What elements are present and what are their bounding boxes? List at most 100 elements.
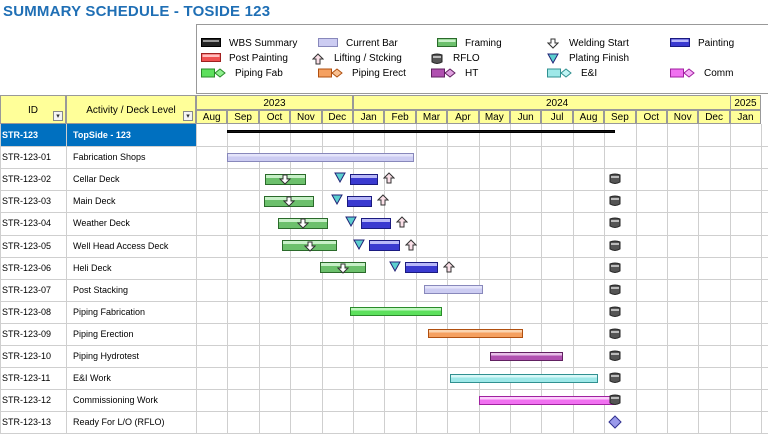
row-activity[interactable]: Commissioning Work — [73, 395, 158, 406]
column-divider — [541, 124, 543, 434]
column-divider — [196, 124, 197, 434]
row-activity[interactable]: Cellar Deck — [73, 174, 120, 185]
painting-icon — [670, 38, 690, 47]
painting-bar — [368, 240, 401, 252]
id-filter-button[interactable]: ▾ — [53, 111, 63, 121]
year-header-text: 2024 — [545, 97, 569, 109]
painting-bar — [360, 217, 391, 229]
column-divider — [761, 124, 763, 434]
column-divider — [384, 124, 386, 434]
rflo-icon — [609, 350, 621, 361]
row-activity[interactable]: Weather Deck — [73, 218, 130, 229]
month-header: Aug — [572, 110, 605, 124]
year-header: 2025 — [729, 95, 762, 110]
row-divider — [0, 411, 768, 413]
row-id[interactable]: STR-123-06 — [2, 262, 52, 273]
row-id[interactable]: STR-123-07 — [2, 284, 52, 295]
month-header-text: Nov — [296, 112, 315, 123]
legend-label: Lifting / Stcking — [334, 53, 402, 64]
row-id[interactable]: STR-123-08 — [2, 306, 52, 317]
row-id[interactable]: STR-123-13 — [2, 417, 52, 428]
column-divider — [353, 124, 354, 434]
row-id[interactable]: STR-123-03 — [2, 196, 52, 207]
plating-finish-icon — [547, 53, 559, 64]
plating-finish-icon — [389, 261, 402, 272]
lifting-icon — [405, 238, 418, 250]
month-header: Jan — [353, 110, 385, 124]
welding-start-icon — [296, 218, 309, 230]
wbs-summary-icon — [201, 38, 221, 47]
row-divider — [0, 322, 768, 324]
row-activity[interactable]: Main Deck — [73, 196, 116, 207]
month-header-text: Oct — [643, 112, 660, 123]
column-divider — [258, 124, 260, 434]
row-divider — [0, 367, 768, 369]
row-id[interactable]: STR-123 — [0, 124, 66, 147]
month-header-text: Apr — [455, 112, 471, 123]
row-id[interactable]: STR-123-04 — [2, 218, 52, 229]
piping-fab-icon — [201, 68, 226, 78]
row-activity[interactable]: TopSide - 123 — [66, 124, 196, 147]
row-activity[interactable]: Piping Erection — [73, 328, 134, 339]
column-divider — [66, 124, 67, 434]
row-activity[interactable]: Piping Fabrication — [73, 306, 146, 317]
row-divider — [0, 212, 768, 214]
row-activity[interactable]: Piping Hydrotest — [73, 351, 140, 361]
month-header-text: Nov — [673, 112, 692, 123]
row-activity[interactable]: E&I Work — [73, 373, 111, 384]
month-header: Oct — [258, 110, 291, 124]
page-title: SUMMARY SCHEDULE - TOSIDE 123 — [3, 3, 271, 20]
rflo-icon — [609, 262, 621, 273]
month-header: Oct — [635, 110, 667, 124]
legend-label: HT — [465, 68, 479, 79]
row-id[interactable]: STR-123-09 — [2, 328, 52, 339]
month-header-text: Sep — [610, 112, 629, 123]
row-id[interactable]: STR-123-10 — [2, 351, 52, 361]
row-activity[interactable]: Fabrication Shops — [73, 152, 146, 163]
month-header: Jun — [510, 110, 542, 124]
row-activity[interactable]: Heli Deck — [73, 262, 112, 273]
activity-filter-button[interactable]: ▾ — [183, 111, 193, 121]
welding-start-icon — [547, 38, 559, 49]
wbs-summary-bar — [227, 130, 616, 133]
year-header: 2023 — [196, 95, 353, 110]
id-column-header-text: ID — [28, 104, 38, 116]
legend-label: Post Painting — [229, 53, 288, 64]
legend-label: Painting — [698, 38, 735, 49]
row-divider — [0, 345, 768, 346]
lifting-icon — [383, 172, 396, 184]
row-divider — [0, 190, 768, 192]
legend-label: E&I — [581, 68, 598, 79]
row-id[interactable]: STR-123-02 — [2, 174, 52, 185]
row-activity[interactable]: Post Stacking — [73, 284, 129, 295]
current-bar — [227, 152, 415, 162]
row-id[interactable]: STR-123-12 — [2, 395, 52, 406]
rflo-icon — [609, 240, 621, 251]
month-header-text: Jan — [737, 112, 754, 123]
id-column-header: ID ▾ — [0, 95, 66, 124]
lifting-icon — [312, 53, 324, 65]
legend-label: Welding Start — [569, 38, 629, 49]
comm-icon — [670, 68, 695, 78]
row-activity[interactable]: Well Head Access Deck — [73, 240, 169, 251]
row-id[interactable]: STR-123-01 — [2, 152, 52, 163]
rflo-icon — [609, 284, 621, 295]
plating-finish-icon — [353, 239, 366, 250]
lifting-icon — [442, 260, 455, 273]
post-painting-icon — [201, 53, 221, 62]
row-divider — [0, 168, 768, 170]
piping-erect-bar — [428, 329, 523, 339]
month-header: Nov — [290, 110, 322, 124]
legend-label: Piping Erect — [352, 68, 406, 79]
plating-finish-icon — [331, 194, 344, 206]
month-header-text: Jan — [360, 112, 377, 123]
column-divider — [321, 124, 323, 434]
month-header: Dec — [321, 110, 353, 124]
row-id[interactable]: STR-123-05 — [2, 240, 52, 251]
row-id[interactable]: STR-123-11 — [2, 373, 51, 384]
legend-label: Comm — [704, 68, 734, 79]
row-activity[interactable]: Ready For L/O (RFLO) — [73, 417, 165, 428]
row-divider — [0, 278, 768, 280]
framing-icon — [437, 38, 457, 47]
legend-label: Framing — [465, 38, 502, 49]
